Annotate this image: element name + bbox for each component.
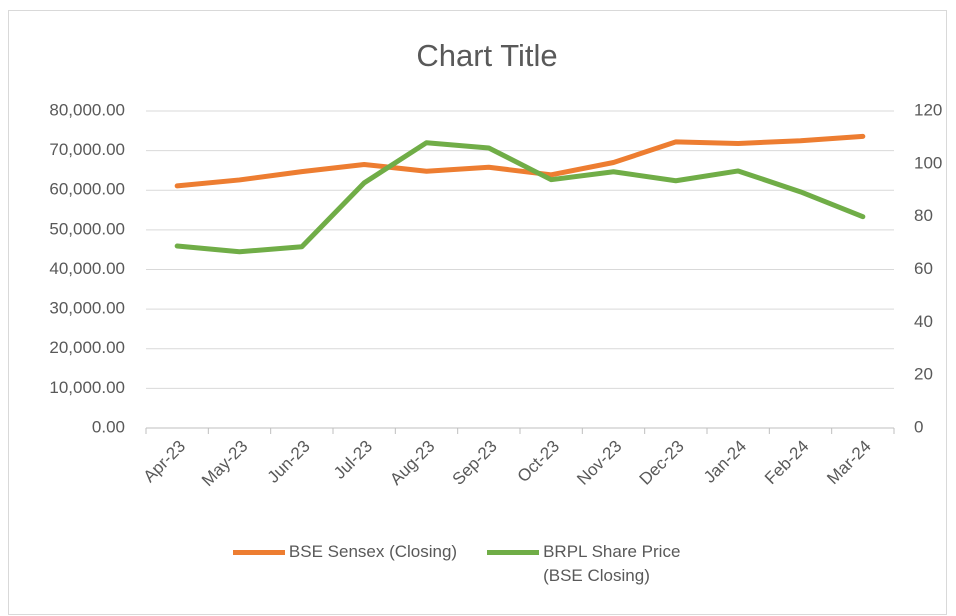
y-tick-label: 0.00	[92, 417, 125, 436]
y2-tick-label: 20	[914, 365, 933, 384]
y-tick-label: 30,000.00	[49, 299, 125, 318]
y-tick-label: 60,000.00	[49, 180, 125, 199]
legend-item: BSE Sensex (Closing)	[232, 540, 458, 588]
legend-swatch	[487, 550, 540, 555]
series-line	[174, 133, 866, 189]
chart-title: Chart Title	[416, 38, 557, 73]
y-tick-label: 50,000.00	[49, 219, 125, 238]
y2-tick-label: 100	[914, 153, 942, 172]
y-tick-label: 70,000.00	[49, 140, 125, 159]
y2-tick-label: 80	[914, 206, 933, 225]
y-tick-label: 40,000.00	[49, 259, 125, 278]
chart-border	[8, 10, 947, 615]
series-line	[174, 140, 866, 255]
y2-tick-label: 40	[914, 312, 933, 331]
y2-tick-label: 120	[914, 100, 942, 119]
legend-label: BSE Sensex (Closing)	[288, 542, 458, 561]
y-tick-label: 80,000.00	[49, 100, 125, 119]
legend-label: BRPL Share Price (BSE Closing)	[543, 542, 681, 585]
y2-tick-label: 60	[914, 259, 933, 278]
y2-tick-label: 0	[914, 417, 923, 436]
legend-swatch	[232, 550, 285, 555]
y-tick-label: 20,000.00	[49, 338, 125, 357]
legend: BSE Sensex (Closing) BRPL Share Price (BS…	[0, 540, 956, 588]
legend-item: BRPL Share Price (BSE Closing)	[487, 540, 723, 588]
y-tick-label: 10,000.00	[49, 378, 125, 397]
